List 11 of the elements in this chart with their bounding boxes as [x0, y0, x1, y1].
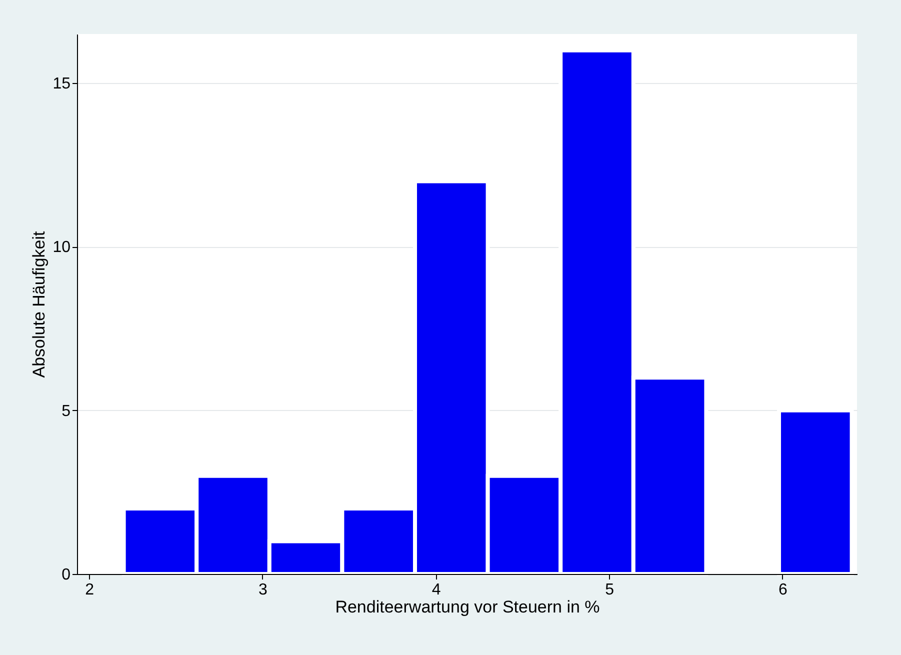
y-axis-title: Absolute Häufigkeit	[30, 230, 49, 378]
y-tick-label: 10	[52, 239, 71, 256]
x-axis-title: Renditeerwartung vor Steuern in %	[335, 598, 600, 616]
x-tick-label: 6	[778, 582, 788, 598]
x-tick-label: 5	[605, 582, 614, 598]
x-tick-label: 3	[258, 582, 268, 598]
y-tick-label: 0	[62, 566, 71, 584]
x-tick-label: 4	[432, 582, 441, 598]
x-tick-label: 2	[85, 582, 94, 598]
y-tick-label: 5	[62, 402, 71, 420]
y-tick-label: 15	[52, 76, 71, 93]
